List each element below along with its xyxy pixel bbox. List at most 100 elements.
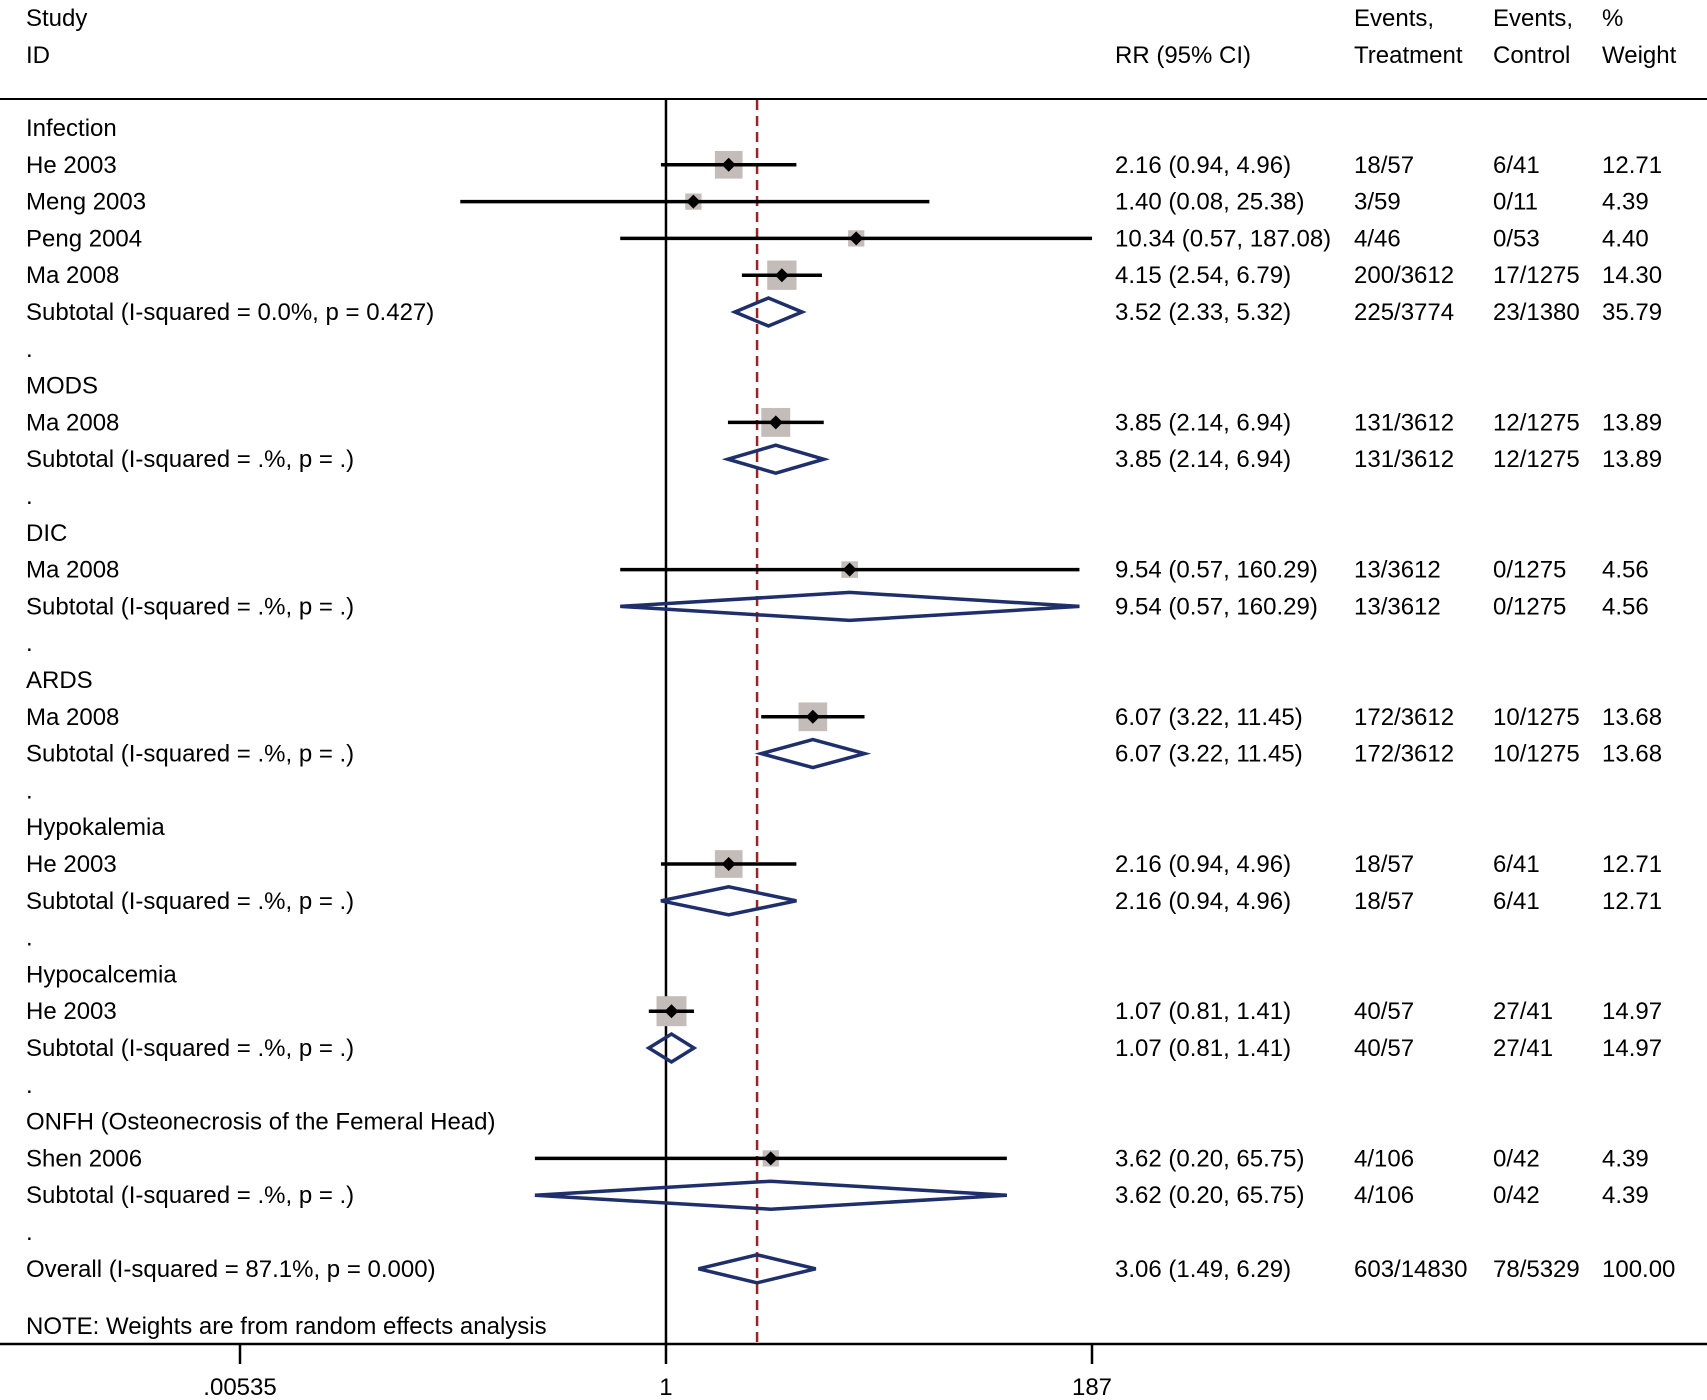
row-dot: . [26,1219,33,1246]
plot-lines [664,100,759,1343]
row-study: Ma 2008 6.07 (3.22, 11.45) 172/3612 10/1275… [26,702,1662,732]
events-treatment: 131/3612 [1354,446,1454,473]
row-label: He 2003 [26,851,117,878]
row-study: Ma 2008 4.15 (2.54, 6.79) 200/3612 17/1275 1… [26,260,1662,290]
row-label: Ma 2008 [26,557,119,584]
header-treatment-line1: Events, [1354,5,1434,32]
events-treatment: 18/57 [1354,152,1414,179]
row-subtotal: Subtotal (I-squared = .%, p = .) 3.85 (2.… [26,443,1662,476]
events-treatment: 4/106 [1354,1145,1414,1172]
row-overall: Overall (I-squared = 87.1%, p = 0.000) 3.… [26,1253,1675,1285]
spacer-dot: . [26,1219,33,1246]
ci-text: 10.34 (0.57, 187.08) [1115,225,1331,252]
events-treatment: 3/59 [1354,189,1401,216]
row-label: Overall (I-squared = 87.1%, p = 0.000) [26,1256,436,1283]
events-treatment: 18/57 [1354,851,1414,878]
spacer-dot: . [26,483,33,510]
group-label: Hypocalcemia [26,961,177,988]
events-treatment: 172/3612 [1354,704,1454,731]
subtotal-diamond [721,443,831,476]
ci-text: 3.06 (1.49, 6.29) [1115,1256,1291,1283]
events-treatment: 603/14830 [1354,1256,1467,1283]
events-treatment: 131/3612 [1354,409,1454,436]
events-treatment: 200/3612 [1354,262,1454,289]
row-subtotal: Subtotal (I-squared = .%, p = .) 9.54 (0.… [26,590,1649,623]
row-group: ONFH (Osteonecrosis of the Femeral Head) [26,1109,496,1136]
header-study: Study [26,5,87,32]
row-subtotal: Subtotal (I-squared = .%, p = .) 1.07 (0.… [26,1031,1662,1065]
events-treatment: 4/106 [1354,1182,1414,1209]
weight-value: 4.40 [1602,225,1649,252]
ci-text: 4.15 (2.54, 6.79) [1115,262,1291,289]
row-subtotal: Subtotal (I-squared = .%, p = .) 2.16 (0.… [26,885,1662,917]
x-tick-label: 1 [659,1374,672,1400]
events-treatment: 4/46 [1354,225,1401,252]
weight-value: 13.68 [1602,741,1662,768]
row-label: He 2003 [26,998,117,1025]
row-study: He 2003 1.07 (0.81, 1.41) 40/57 27/41 14.97 [26,996,1662,1027]
subtotal-diamond [730,296,807,328]
spacer-dot: . [26,630,33,657]
row-group: ARDS [26,667,93,694]
row-label: Subtotal (I-squared = .%, p = .) [26,1035,354,1062]
row-study: Meng 2003 1.40 (0.08, 25.38) 3/59 0/11 4.39 [26,189,1649,216]
weight-value: 12.71 [1602,152,1662,179]
row-dot: . [26,777,33,804]
ci-text: 9.54 (0.57, 160.29) [1115,593,1318,620]
ci-text: 1.07 (0.81, 1.41) [1115,998,1291,1025]
events-control: 27/41 [1493,1035,1553,1062]
events-control: 6/41 [1493,888,1540,915]
subtotal-diamond [534,1179,1007,1211]
events-treatment: 40/57 [1354,998,1414,1025]
weight-value: 13.89 [1602,446,1662,473]
ci-text: 1.40 (0.08, 25.38) [1115,189,1304,216]
row-study: He 2003 2.16 (0.94, 4.96) 18/57 6/41 12.71 [26,150,1662,179]
weight-value: 4.39 [1602,1145,1649,1172]
events-control: 0/1275 [1493,557,1566,584]
subtotal-diamond [660,885,797,917]
weight-value: 12.71 [1602,888,1662,915]
row-group: MODS [26,373,98,400]
x-tick-label: .00535 [203,1374,276,1400]
row-dot: . [26,630,33,657]
header-control-line1: Events, [1493,5,1573,32]
point-estimate [721,857,736,871]
events-control: 0/53 [1493,225,1540,252]
row-label: Subtotal (I-squared = .%, p = .) [26,741,354,768]
header-effect: RR (95% CI) [1115,42,1251,69]
row-label: Subtotal (I-squared = .%, p = .) [26,446,354,473]
events-control: 17/1275 [1493,262,1580,289]
header-id: ID [26,42,50,69]
weight-value: 100.00 [1602,1256,1675,1283]
events-control: 27/41 [1493,998,1553,1025]
weight-value: 13.68 [1602,704,1662,731]
ci-text: 3.52 (2.33, 5.32) [1115,299,1291,326]
row-dot: . [26,336,33,363]
events-control: 0/11 [1493,189,1538,216]
row-group: Hypocalcemia [26,961,177,988]
x-tick-label: 187 [1072,1374,1112,1400]
row-label: Meng 2003 [26,189,146,216]
events-control: 10/1275 [1493,741,1580,768]
events-control: 6/41 [1493,851,1540,878]
events-control: 0/1275 [1493,593,1566,620]
weight-value: 14.30 [1602,262,1662,289]
weight-value: 14.97 [1602,998,1662,1025]
row-study: Ma 2008 3.85 (2.14, 6.94) 131/3612 12/1275 1… [26,407,1662,437]
events-control: 12/1275 [1493,409,1580,436]
ci-text: 2.16 (0.94, 4.96) [1115,851,1291,878]
ci-text: 3.62 (0.20, 65.75) [1115,1182,1304,1209]
row-subtotal: Subtotal (I-squared = 0.0%, p = 0.427) 3.… [26,296,1662,328]
spacer-dot: . [26,1072,33,1099]
row-subtotal: Subtotal (I-squared = .%, p = .) 3.62 (0.… [26,1179,1649,1211]
events-control: 0/42 [1493,1182,1540,1209]
row-label: Peng 2004 [26,225,142,252]
events-control: 78/5329 [1493,1256,1580,1283]
point-estimate [842,562,857,577]
row-study: Peng 2004 10.34 (0.57, 187.08) 4/46 0/53 4.4… [26,225,1649,252]
point-estimate [686,194,701,209]
ci-text: 2.16 (0.94, 4.96) [1115,152,1291,179]
row-label: Ma 2008 [26,409,119,436]
point-estimate [774,268,789,283]
